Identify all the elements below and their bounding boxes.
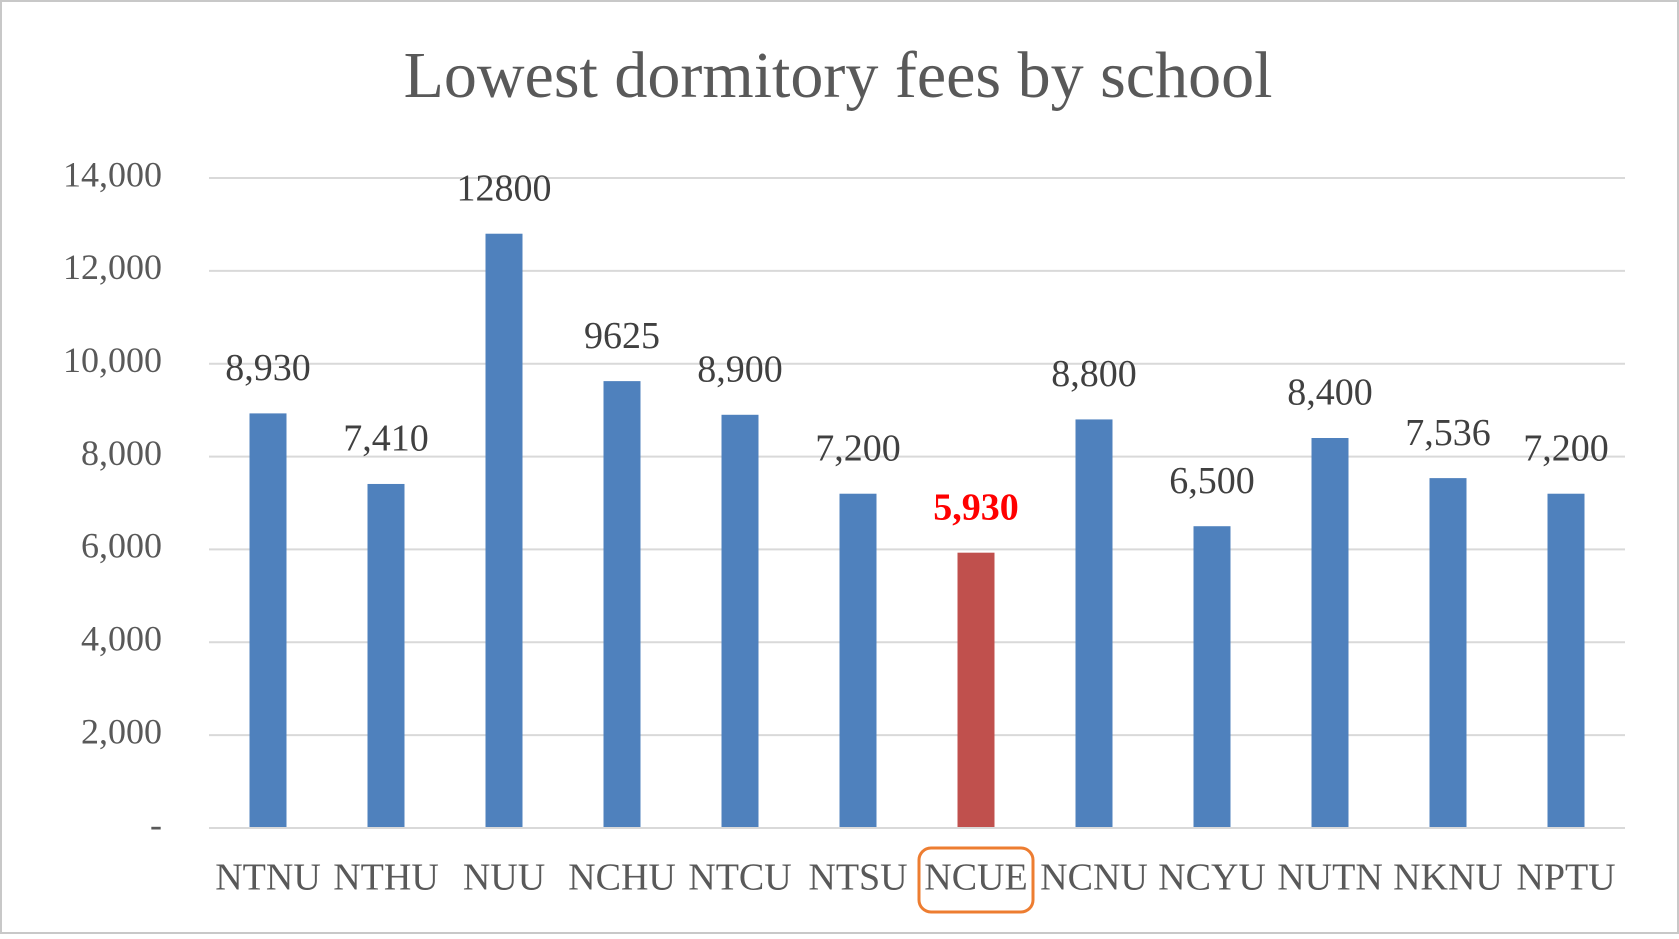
x-tick-label: NCNU	[1040, 857, 1148, 899]
x-tick-label: NCYU	[1158, 857, 1266, 899]
data-label: 9625	[584, 315, 660, 357]
bar	[839, 493, 877, 828]
data-label: 7,536	[1405, 412, 1491, 454]
y-tick-label: 4,000	[81, 619, 162, 659]
data-label: 8,800	[1051, 353, 1137, 395]
data-label: 7,410	[343, 418, 429, 460]
x-tick-label: NTCU	[688, 857, 791, 899]
data-label: 7,200	[815, 427, 901, 469]
bar	[721, 414, 759, 828]
y-tick-label: 2,000	[81, 711, 162, 751]
bar	[249, 413, 287, 828]
bar	[367, 483, 405, 828]
highlight-box	[917, 846, 1035, 914]
y-tick-label: 6,000	[81, 526, 162, 566]
data-label: 6,500	[1169, 460, 1255, 502]
x-tick-label: NKNU	[1393, 857, 1503, 899]
y-tick-label: 8,000	[81, 433, 162, 473]
y-tick-label: 12,000	[63, 247, 162, 287]
y-tick-label: -	[150, 804, 162, 844]
x-tick-label: NTNU	[215, 857, 321, 899]
bar	[1311, 438, 1349, 828]
x-tick-label: NTSU	[808, 857, 907, 899]
bar	[603, 381, 641, 828]
data-label: 8,400	[1287, 372, 1373, 414]
bar	[957, 552, 995, 828]
data-label: 5,930	[933, 486, 1019, 528]
x-tick-label: NCUE	[924, 857, 1027, 899]
x-tick-label: NUTN	[1277, 857, 1383, 899]
x-tick-label: NTHU	[333, 857, 439, 899]
y-tick-label: 10,000	[63, 340, 162, 380]
bar	[1075, 419, 1113, 828]
bar	[1547, 493, 1585, 828]
bar	[485, 233, 523, 828]
x-tick-label: NUU	[463, 857, 545, 899]
data-label: 8,900	[697, 349, 783, 391]
x-tick-label: NPTU	[1516, 857, 1615, 899]
y-tick-label: 14,000	[63, 154, 162, 194]
data-label: 12800	[457, 167, 552, 209]
bar	[1429, 478, 1467, 828]
x-tick-label: NCHU	[568, 857, 676, 899]
bar	[1193, 526, 1231, 828]
data-label: 7,200	[1523, 427, 1609, 469]
chart-title: Lowest dormitory fees by school	[404, 39, 1273, 112]
data-label: 8,930	[225, 347, 311, 389]
